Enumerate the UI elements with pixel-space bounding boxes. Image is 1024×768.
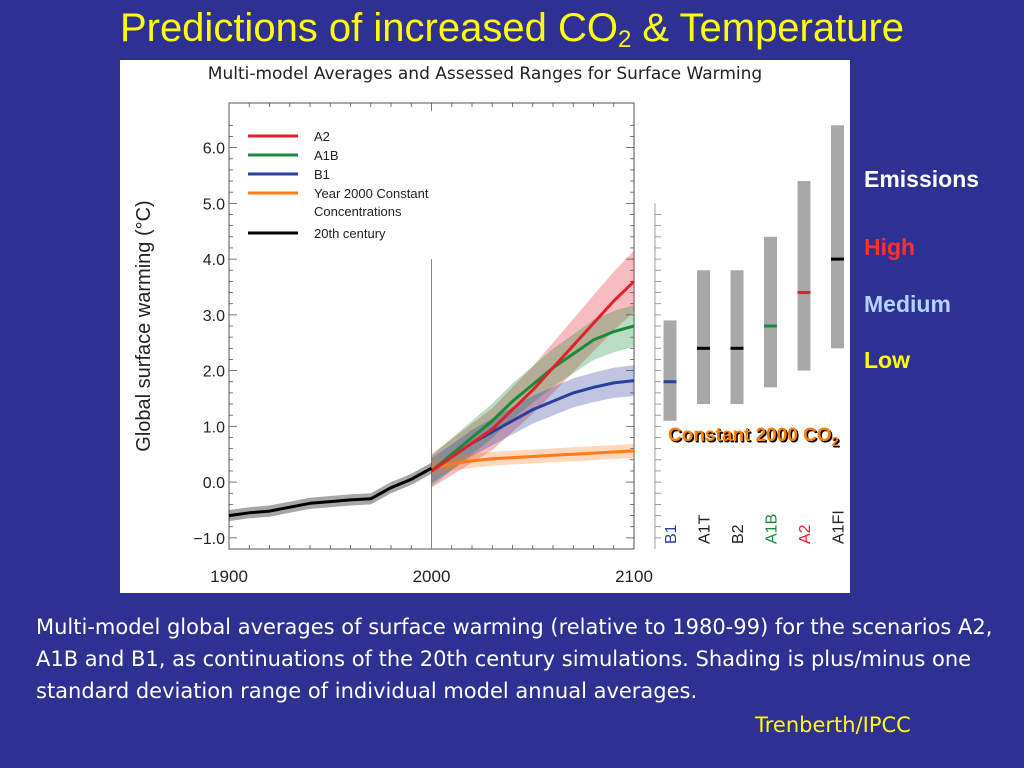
- range-best-estimate-a2: [797, 291, 811, 295]
- legend-entry: A1B: [314, 148, 339, 163]
- y-tick-label: 5.0: [203, 196, 225, 213]
- legend-entry: Year 2000 Constant: [314, 186, 429, 201]
- high-emissions-label: High: [864, 234, 916, 260]
- range-best-estimate-a1t: [697, 346, 710, 350]
- range-label-b2: B2: [730, 524, 747, 544]
- constant-co2-label: Constant 2000 CO2: [668, 425, 839, 449]
- low-emissions-label: Low: [864, 347, 910, 373]
- y-tick-label: 2.0: [203, 364, 225, 381]
- slide-title: Predictions of increased CO2 & Temperatu…: [119, 6, 905, 53]
- range-label-b1: B1: [663, 524, 680, 544]
- y-tick-label: 1.0: [203, 419, 225, 436]
- range-bar-a2: [797, 181, 811, 371]
- emissions-label: Emissions: [864, 166, 980, 192]
- legend-entry: B1: [314, 167, 330, 182]
- x-tick-label: 1900: [210, 567, 248, 586]
- figure-caption: Multi-model global averages of surface w…: [36, 615, 993, 703]
- range-bar-a1t: [697, 270, 710, 405]
- range-label-a1t: A1T: [697, 514, 714, 544]
- range-best-estimate-a1b: [764, 324, 777, 328]
- range-best-estimate-b1: [663, 380, 677, 384]
- legend-entry: A2: [314, 129, 330, 144]
- chart-figure: Multi-model Averages and Assessed Ranges…: [120, 60, 850, 593]
- y-tick-label: 0.0: [203, 475, 225, 492]
- series-line-year-2000-constant: [431, 449, 635, 470]
- chart-title: Multi-model Averages and Assessed Ranges…: [208, 64, 762, 84]
- x-tick-label: 2000: [413, 567, 451, 586]
- range-bar-a1b: [764, 236, 777, 388]
- legend-entry: 20th century: [314, 226, 386, 241]
- range-best-estimate-b2: [730, 346, 744, 350]
- medium-emissions-label: Medium: [864, 291, 951, 317]
- range-bar-a1fi: [831, 125, 844, 349]
- y-axis-label: Global surface warming (°C): [133, 200, 155, 451]
- series-line-a2: [430, 280, 636, 473]
- range-label-a2: A2: [797, 524, 814, 544]
- y-tick-label: 3.0: [203, 308, 225, 325]
- series-line-20th-century: [228, 466, 433, 518]
- band-20th-century: [229, 462, 432, 522]
- band-b1: [431, 365, 634, 484]
- band-year-2000-constant: [431, 443, 634, 476]
- range-bar-b1: [663, 320, 677, 421]
- y-tick-label: −1.0: [193, 531, 225, 548]
- band-a1b: [431, 305, 634, 487]
- credit-label: Trenberth/IPCC: [755, 713, 911, 737]
- legend-entry-continued: Concentrations: [314, 204, 402, 219]
- y-tick-label: 4.0: [203, 252, 225, 269]
- chart-svg: Multi-model Averages and Assessed Ranges…: [133, 64, 848, 586]
- series-line-a1b: [430, 324, 635, 473]
- y-tick-label: 6.0: [203, 141, 225, 158]
- range-bar-b2: [730, 270, 744, 405]
- x-tick-label: 2100: [615, 567, 653, 586]
- range-label-a1fi: A1FI: [831, 510, 848, 544]
- range-best-estimate-a1fi: [831, 257, 844, 261]
- range-label-a1b: A1B: [764, 514, 781, 544]
